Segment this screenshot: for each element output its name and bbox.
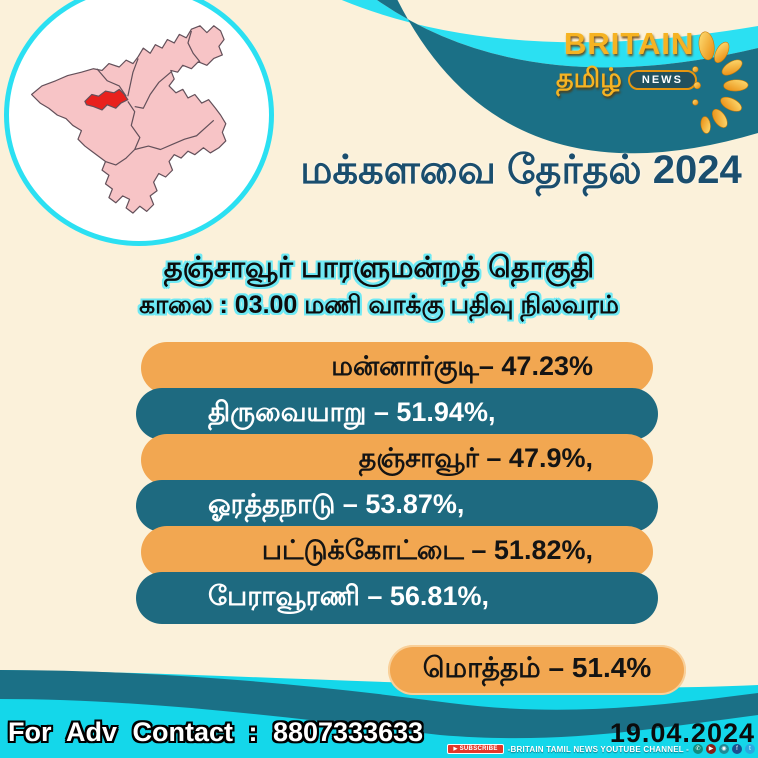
logo-tamil-text: தமிழ் [556,62,622,93]
youtube-icon[interactable]: ▶ [706,744,716,754]
youtube-play-icon: ▶ [453,745,458,752]
page-title: மக்களவை தேர்தல் 2024 [300,148,742,192]
result-row-label: மன்னார்குடி– 47.23% [331,350,593,381]
channel-logo: BRITAIN தமிழ் NEWS [550,26,750,143]
facebook-icon[interactable]: f [732,744,742,754]
twitter-icon[interactable]: t [745,744,755,754]
subscribe-label: SUBSCRIBE [459,746,498,752]
result-row: ஓரத்தநாடு – 53.87%, [136,480,658,532]
result-row-label: பட்டுக்கோட்டை – 51.82%, [261,534,593,565]
result-row: மன்னார்குடி– 47.23% [141,342,653,394]
result-row: பேராவூரணி – 56.81%, [136,572,658,624]
advert-contact: For Adv Contact : 8807333633 [8,717,424,747]
district-map-card [4,0,274,246]
result-row-label: பேராவூரணி – 56.81%, [208,580,489,611]
peacock-flourish-icon [692,31,749,134]
result-row-label: ஓரத்தநாடு – 53.87%, [208,488,465,519]
channel-name-text: -BRITAIN TAMIL NEWS YOUTUBE CHANNEL - [507,744,689,754]
whatsapp-icon[interactable]: ✆ [693,744,703,754]
status-line: காலை : 03.00 மணி வாக்கு பதிவு நிலவரம் [139,291,619,319]
social-icons: ✆ ▶ ◉ f t [693,744,755,754]
results-list: மன்னார்குடி– 47.23% திருவையாறு – 51.94%, த… [136,342,658,624]
result-row: திருவையாறு – 51.94%, [136,388,658,440]
top-swoosh-decoration [341,0,758,154]
broadcast-date: 19.04.2024 [609,718,755,748]
result-row-label: தஞ்சாவூர் – 47.9%, [358,442,593,473]
total-result: மொத்தம் – 51.4% [388,645,686,695]
instagram-icon[interactable]: ◉ [719,744,729,754]
logo-news-badge: NEWS [627,70,697,91]
thanjavur-district-map [30,25,227,214]
result-row: பட்டுக்கோட்டை – 51.82%, [141,526,653,578]
result-row: தஞ்சாவூர் – 47.9%, [141,434,653,486]
constituency-title: தஞ்சாவூர் பாரளுமன்றத் தொகுதி [163,252,595,284]
subscribe-button[interactable]: ▶ SUBSCRIBE [447,744,504,754]
logo-brand-text: BRITAIN [564,26,695,61]
result-row-label: திருவையாறு – 51.94%, [208,396,496,427]
subscribe-strip: ▶ SUBSCRIBE -BRITAIN TAMIL NEWS YOUTUBE … [447,744,755,754]
